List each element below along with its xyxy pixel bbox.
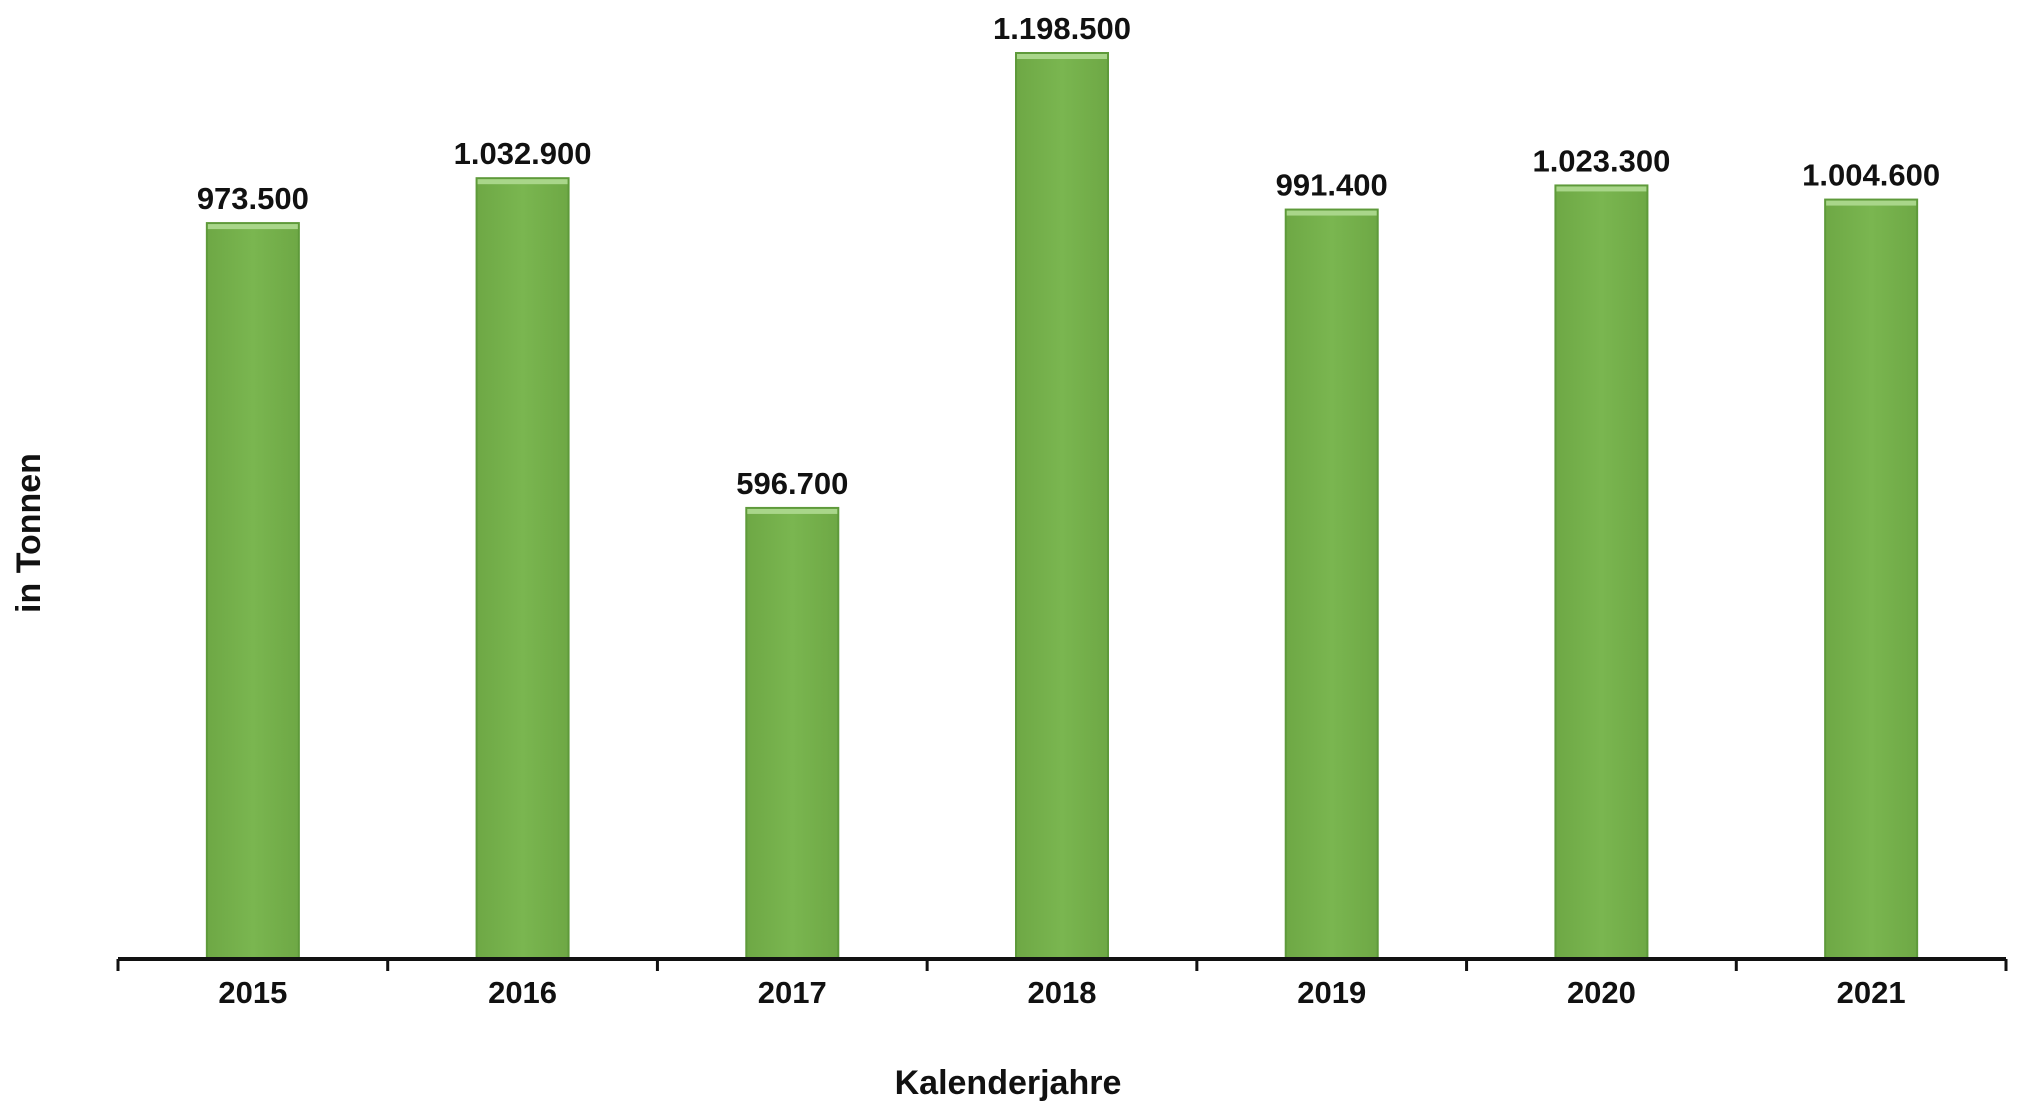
bar-2021	[1824, 198, 1919, 961]
value-label-2021: 1.004.600	[1802, 158, 1940, 193]
value-label-2018: 1.198.500	[993, 11, 1131, 46]
bar-top-highlight	[1017, 54, 1107, 59]
x-axis-tick-labels: 2015 2016 2017 2018 2019 2020 2021	[218, 975, 1905, 1010]
bar-2017	[745, 506, 840, 960]
bar-top-highlight	[207, 224, 298, 230]
x-axis-ticks	[116, 959, 2008, 971]
x-axis-title: Kalenderjahre	[895, 1064, 1122, 1102]
bar-rect	[1554, 184, 1649, 961]
bar-rect	[1284, 208, 1379, 960]
x-tick-label-2021: 2021	[1837, 975, 1906, 1010]
bar-rect	[745, 506, 840, 960]
value-labels-layer: 973.500 1.032.900 596.700 1.198.500 991.400 1…	[197, 11, 1940, 501]
bar-2016	[475, 177, 570, 960]
x-tick-label-2017: 2017	[758, 975, 827, 1010]
y-axis-title: in Tonnen	[10, 453, 48, 613]
bar-rect	[475, 177, 570, 960]
bar-2018	[1015, 52, 1109, 960]
x-tick-label-2020: 2020	[1567, 975, 1636, 1010]
bar-rect	[1824, 198, 1919, 961]
bar-rect	[1015, 52, 1109, 960]
bar-top-highlight	[747, 508, 838, 514]
x-tick-label-2015: 2015	[218, 975, 287, 1010]
value-label-2019: 991.400	[1276, 168, 1388, 203]
bar-top-highlight	[477, 179, 568, 185]
bars-layer	[205, 52, 1919, 961]
value-label-2015: 973.500	[197, 181, 309, 216]
value-label-2016: 1.032.900	[454, 136, 592, 171]
bar-top-highlight	[1826, 200, 1917, 206]
bar-2020	[1554, 184, 1649, 961]
bar-top-highlight	[1556, 186, 1647, 192]
bar-top-highlight	[1286, 210, 1377, 216]
x-tick-label-2016: 2016	[488, 975, 557, 1010]
value-label-2020: 1.023.300	[1532, 143, 1670, 178]
bar-2019	[1284, 208, 1379, 960]
x-tick-label-2019: 2019	[1297, 975, 1366, 1010]
x-tick-label-2018: 2018	[1028, 975, 1097, 1010]
bar-2015	[205, 222, 300, 961]
bar-rect	[205, 222, 300, 961]
value-label-2017: 596.700	[736, 466, 848, 501]
